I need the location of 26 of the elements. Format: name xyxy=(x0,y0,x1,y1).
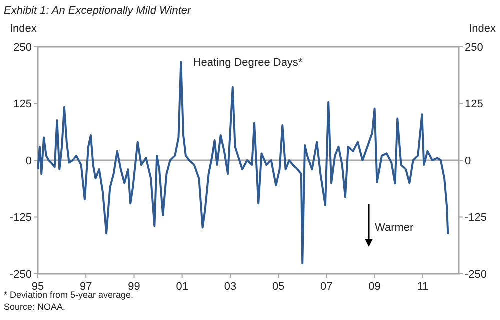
y-tick-label: 0 xyxy=(26,155,32,168)
x-tick-label: 01 xyxy=(176,281,188,293)
x-tick-label: 03 xyxy=(224,281,237,293)
y2-axis-title: Index xyxy=(469,23,496,35)
annotation: Warmer xyxy=(375,222,414,234)
x-tick-label: 97 xyxy=(80,281,92,293)
y2-tick-label: -125 xyxy=(465,212,488,224)
annotation: Heating Degree Days* xyxy=(193,57,304,69)
y2-tick-label: 250 xyxy=(465,42,484,54)
x-tick-label: 09 xyxy=(368,281,381,293)
source-note: Source: NOAA. xyxy=(4,302,66,312)
x-tick-label: 05 xyxy=(272,281,285,293)
y-tick-label: 250 xyxy=(14,42,32,54)
y-axis-title: Index xyxy=(10,23,38,35)
y-tick-label: -250 xyxy=(10,268,32,281)
x-tick-label: 99 xyxy=(128,281,140,293)
x-tick-label: 11 xyxy=(417,281,429,293)
y2-tick-label: 125 xyxy=(465,98,484,111)
x-tick-label: 95 xyxy=(32,281,44,293)
y-tick-label: -125 xyxy=(10,212,32,224)
y2-tick-label: 0 xyxy=(465,155,472,168)
chart-title: Exhibit 1: An Exceptionally Mild Winter xyxy=(4,5,193,17)
text: * Deviation from 5-year average. xyxy=(4,290,134,300)
y-tick-label: 125 xyxy=(14,98,32,111)
y2-tick-label: -250 xyxy=(465,268,488,281)
x-tick-label: 07 xyxy=(320,281,333,293)
